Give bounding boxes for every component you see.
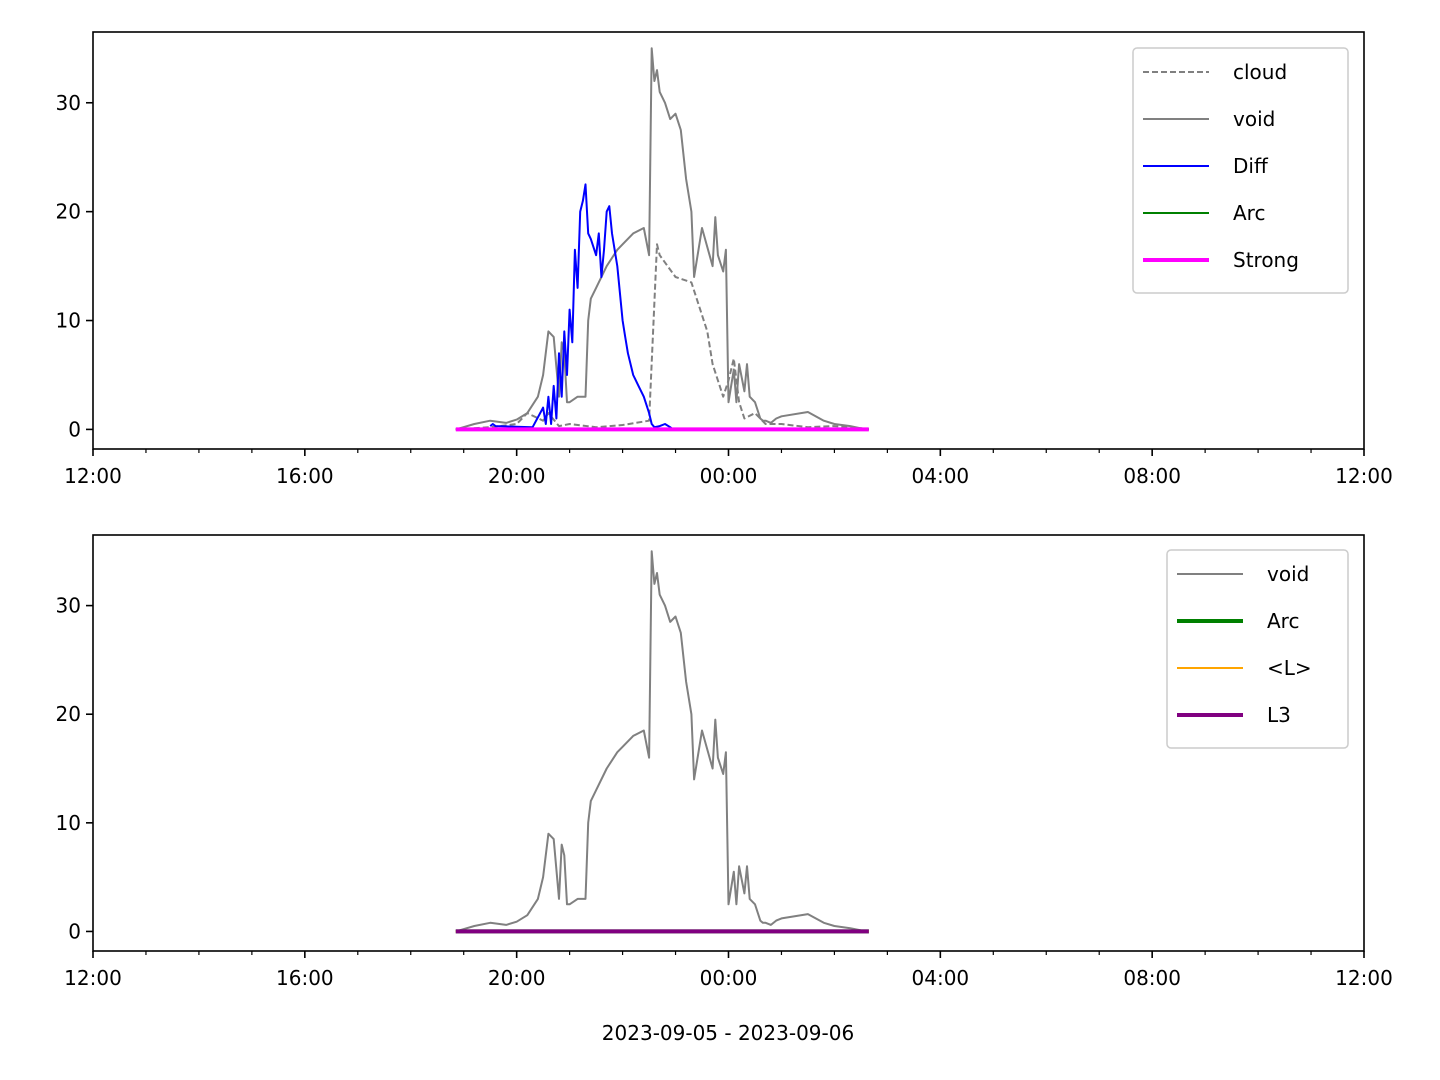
x-tick-label: 16:00: [276, 464, 334, 488]
y-tick-label: 20: [56, 702, 81, 726]
x-tick-label: 12:00: [64, 966, 122, 990]
legend: void Arc <L> L3: [1166, 549, 1349, 749]
y-tick-label: 0: [68, 417, 81, 441]
top-panel: 0 10 20 30 12:00 16:00 20:00 00:00 04:00 08:00 12:…: [56, 31, 1393, 488]
legend-label: void: [1233, 107, 1275, 131]
date-range-label: 2023-09-05 - 2023-09-06: [602, 1021, 854, 1045]
legend-box: [1166, 549, 1349, 749]
legend-label: Arc: [1233, 201, 1265, 225]
x-tick-label: 16:00: [276, 966, 334, 990]
x-tick-label: 00:00: [700, 464, 758, 488]
x-tick-label: 00:00: [700, 966, 758, 990]
x-tick-label: 04:00: [912, 966, 970, 990]
x-tick-label: 04:00: [912, 464, 970, 488]
y-tick-label: 10: [56, 309, 81, 333]
series-line-diff: [489, 183, 674, 431]
series-line-void: [455, 550, 869, 933]
x-tick-label: 08:00: [1123, 966, 1181, 990]
legend-label: void: [1267, 562, 1309, 586]
y-tick-label: 20: [56, 200, 81, 224]
x-tick-label: 12:00: [1335, 464, 1393, 488]
x-tick-label: 20:00: [488, 464, 546, 488]
y-tick-label: 0: [68, 919, 81, 943]
legend-label: cloud: [1233, 60, 1287, 84]
legend-label: Strong: [1233, 248, 1299, 272]
x-tick-label: 08:00: [1123, 464, 1181, 488]
legend: cloud void Diff Arc Strong: [1132, 47, 1349, 294]
y-tick-label: 30: [56, 594, 81, 618]
y-tick-label: 30: [56, 91, 81, 115]
x-tick-label: 12:00: [1335, 966, 1393, 990]
legend-label: Diff: [1233, 154, 1269, 178]
legend-box: [1132, 47, 1349, 294]
bottom-panel: 0 10 20 30 12:00 16:00 20:00 00:00 04:00 08:00 12:…: [56, 534, 1393, 990]
x-tick-label: 12:00: [64, 464, 122, 488]
x-tick-label: 20:00: [488, 966, 546, 990]
legend-label: Arc: [1267, 609, 1299, 633]
y-tick-label: 10: [56, 811, 81, 835]
legend-label: L3: [1267, 703, 1291, 727]
legend-label: <L>: [1267, 656, 1312, 680]
